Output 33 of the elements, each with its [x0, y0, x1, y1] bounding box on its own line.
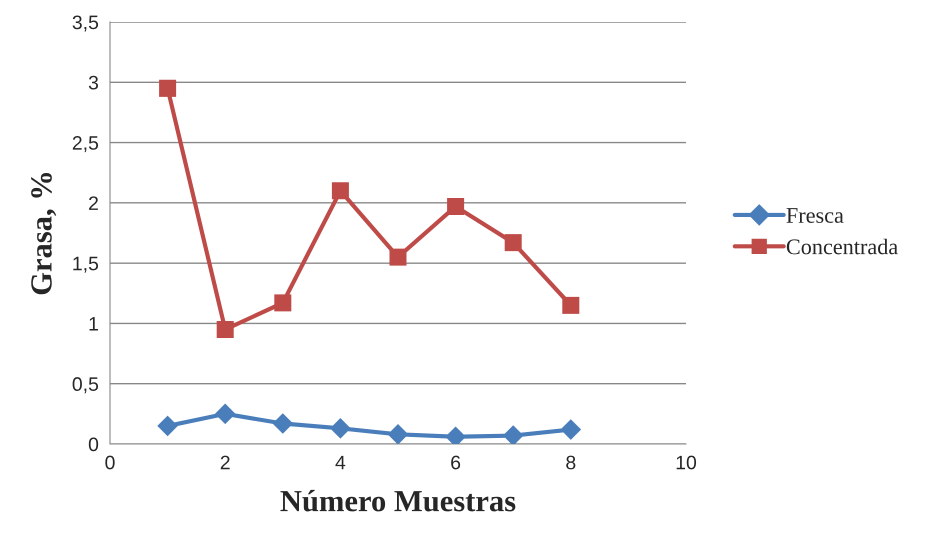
x-tick-label: 2 [220, 456, 230, 470]
y-tick-label: 3 [88, 76, 98, 90]
point [560, 419, 582, 440]
y-tick-label: 2,5 [72, 136, 98, 152]
point [332, 182, 349, 200]
y-axis-title: Grasa, % [31, 173, 56, 294]
x-tick-label: 10 [676, 456, 696, 470]
y-tick-label: 1 [90, 317, 98, 330]
x-tick-label: 6 [451, 456, 460, 470]
point [216, 320, 234, 338]
point [159, 80, 176, 97]
point [388, 424, 408, 444]
point [272, 413, 294, 434]
point [214, 404, 236, 424]
point [157, 416, 178, 436]
point [330, 418, 351, 439]
legend-label: Fresca [786, 208, 844, 223]
point [504, 234, 522, 252]
y-tick-label: 2 [89, 196, 98, 210]
y-tick-label: 3,5 [72, 15, 98, 32]
point [389, 248, 407, 266]
x-tick-label: 4 [335, 456, 346, 470]
x-tick-label: 8 [566, 456, 576, 470]
point [274, 294, 292, 312]
y-tick-label: 1,5 [73, 256, 98, 273]
y-tick-label: 0 [88, 437, 98, 452]
point [447, 198, 464, 215]
point [502, 425, 524, 444]
x-tick-label: 0 [105, 456, 115, 470]
x-axis-title: Número Muestras [280, 490, 516, 512]
y-tick-label: 0,5 [72, 377, 98, 394]
point [562, 296, 580, 314]
legend-label: Concentrada [786, 238, 898, 254]
